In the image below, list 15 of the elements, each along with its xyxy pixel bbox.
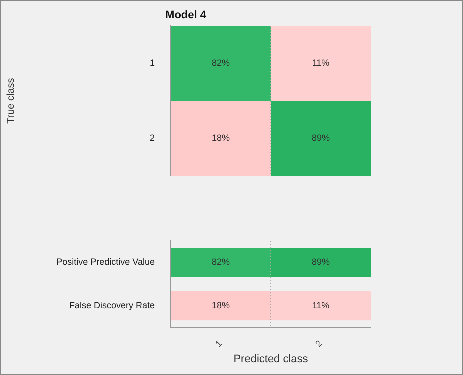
data-label: 82% [212,58,230,68]
y-tick-label: False Discovery Rate [69,300,155,310]
y-tick-label: Positive Predictive Value [56,257,155,268]
data-label: 11% [312,300,330,310]
data-label: 82% [212,257,230,268]
chart-title: Model 4 [166,10,208,22]
data-label: 11% [312,58,330,68]
y-axis-title: True class [6,78,17,124]
data-label: 89% [312,133,330,144]
x-axis-title: Predicted class [234,353,309,366]
y-tick-label: 1 [150,58,155,68]
data-label: 89% [312,257,330,268]
data-label: 18% [212,133,230,144]
data-label: 18% [212,300,230,310]
y-tick-label: 2 [150,133,155,144]
